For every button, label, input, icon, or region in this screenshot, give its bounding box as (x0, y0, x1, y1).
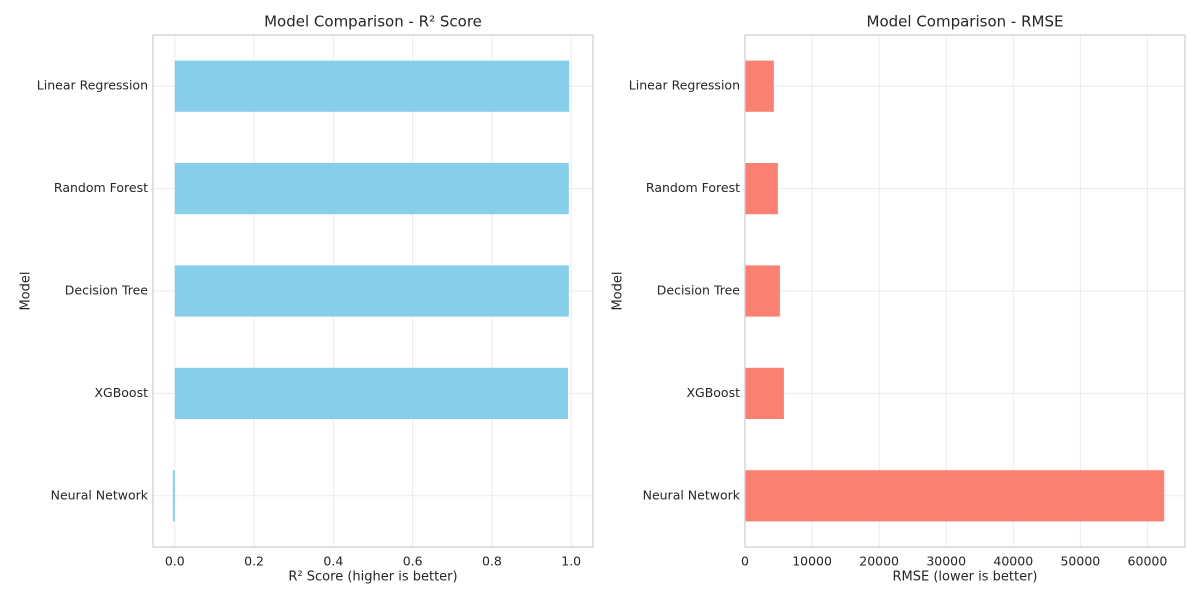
bar-random-forest (174, 163, 569, 215)
y-axis-label: Model (611, 271, 626, 310)
r2-score-panel: 0.0 0.2 0.4 0.6 0.8 1.0 Linear Regression Rando… (19, 13, 594, 585)
y-tick-label: Random Forest (646, 180, 740, 195)
x-tick-label: 0.2 (244, 554, 264, 569)
bar-xgboost (745, 367, 784, 419)
bar-neural-network (172, 470, 175, 522)
bar-random-forest (745, 163, 778, 215)
rmse-panel: 0 10000 20000 30000 40000 50000 60000 Linear Re… (611, 13, 1186, 585)
x-tick-label: 1.0 (561, 554, 581, 569)
y-tick-label: Neural Network (51, 487, 149, 502)
bar-decision-tree (745, 265, 780, 317)
x-axis-label: R² Score (higher is better) (288, 570, 457, 585)
plot-frame (744, 34, 1186, 548)
x-tick-label: 0 (741, 554, 749, 569)
plot-frame (152, 34, 594, 548)
y-tick-label: Linear Regression (629, 78, 740, 93)
bar-xgboost (174, 367, 569, 419)
y-tick-label: Linear Regression (37, 78, 148, 93)
x-tick-label: 30000 (926, 554, 966, 569)
y-tick-label: XGBoost (94, 385, 148, 400)
chart-title: Model Comparison - RMSE (867, 13, 1064, 31)
x-tick-label: 60000 (1128, 554, 1168, 569)
y-tick-label: Decision Tree (65, 283, 149, 298)
y-tick-label: XGBoost (686, 385, 740, 400)
x-tick-label: 50000 (1060, 554, 1100, 569)
x-tick-label: 0.6 (403, 554, 423, 569)
y-tick-label: Random Forest (54, 180, 148, 195)
x-axis-label: RMSE (lower is better) (893, 570, 1038, 585)
x-tick-label: 0.8 (482, 554, 502, 569)
bar-neural-network (745, 470, 1165, 522)
x-tick-label: 10000 (792, 554, 832, 569)
y-tick-label: Decision Tree (657, 283, 741, 298)
y-axis-label: Model (19, 271, 34, 310)
x-tick-label: 20000 (859, 554, 899, 569)
x-tick-label: 40000 (993, 554, 1033, 569)
bar-linear-regression (174, 60, 570, 112)
bar-decision-tree (174, 265, 569, 317)
y-tick-label: Neural Network (643, 487, 741, 502)
chart-title: Model Comparison - R² Score (264, 13, 482, 31)
x-tick-label: 0.0 (165, 554, 185, 569)
bar-linear-regression (745, 60, 774, 112)
x-tick-label: 0.4 (323, 554, 343, 569)
